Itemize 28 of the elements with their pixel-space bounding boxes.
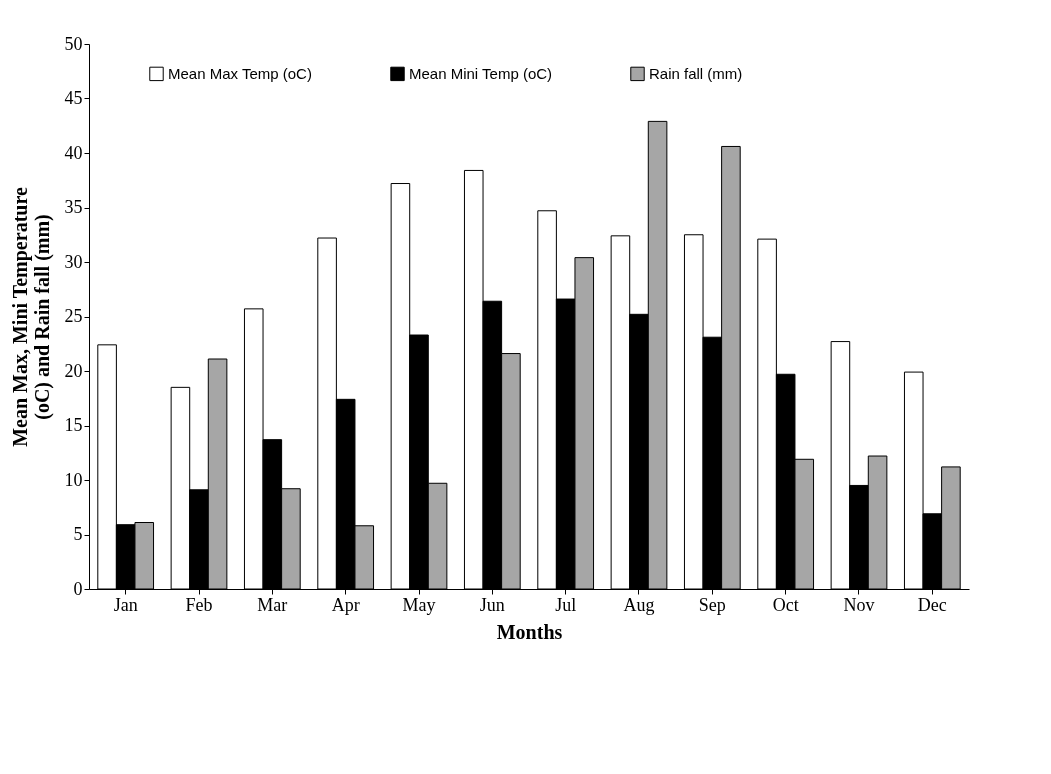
legend-label: Mean Mini Temp (oC) [409,64,553,82]
x-tick-label: Nov [843,594,875,615]
y-tick-label: 5 [73,524,83,544]
x-tick-label: Sep [698,594,726,615]
x-tick-label: Jun [479,594,505,615]
y-tick-label: 35 [64,197,83,217]
x-tick-label: Apr [331,594,360,615]
y-tick-label: 30 [64,251,83,272]
legend-label: Mean Max Temp (oC) [168,64,312,82]
legend-label: Rain fall (mm) [649,64,743,82]
x-tick-label: Feb [185,594,213,615]
x-tick-label: Jan [113,594,138,615]
y-tick-label: 10 [64,469,83,490]
y-tick-label: 40 [64,142,83,163]
x-tick-label: Oct [772,594,799,615]
x-axis-title: Months [496,620,563,643]
x-tick-label: Aug [623,594,655,615]
y-tick-label: 15 [64,415,83,435]
y-tick-label: 45 [64,88,83,108]
y-tick-label: 0 [73,578,83,599]
x-tick-label: Dec [917,594,947,615]
x-tick-label: Mar [257,594,288,615]
y-axis-title: Mean Max, Mini Temperature (oC) and Rain fall (mm) [8,187,54,447]
x-tick-label: May [402,594,436,615]
y-tick-label: 50 [64,33,83,54]
x-tick-label: Jul [555,594,577,615]
y-tick-label: 20 [64,360,83,381]
y-tick-label: 25 [64,306,83,326]
